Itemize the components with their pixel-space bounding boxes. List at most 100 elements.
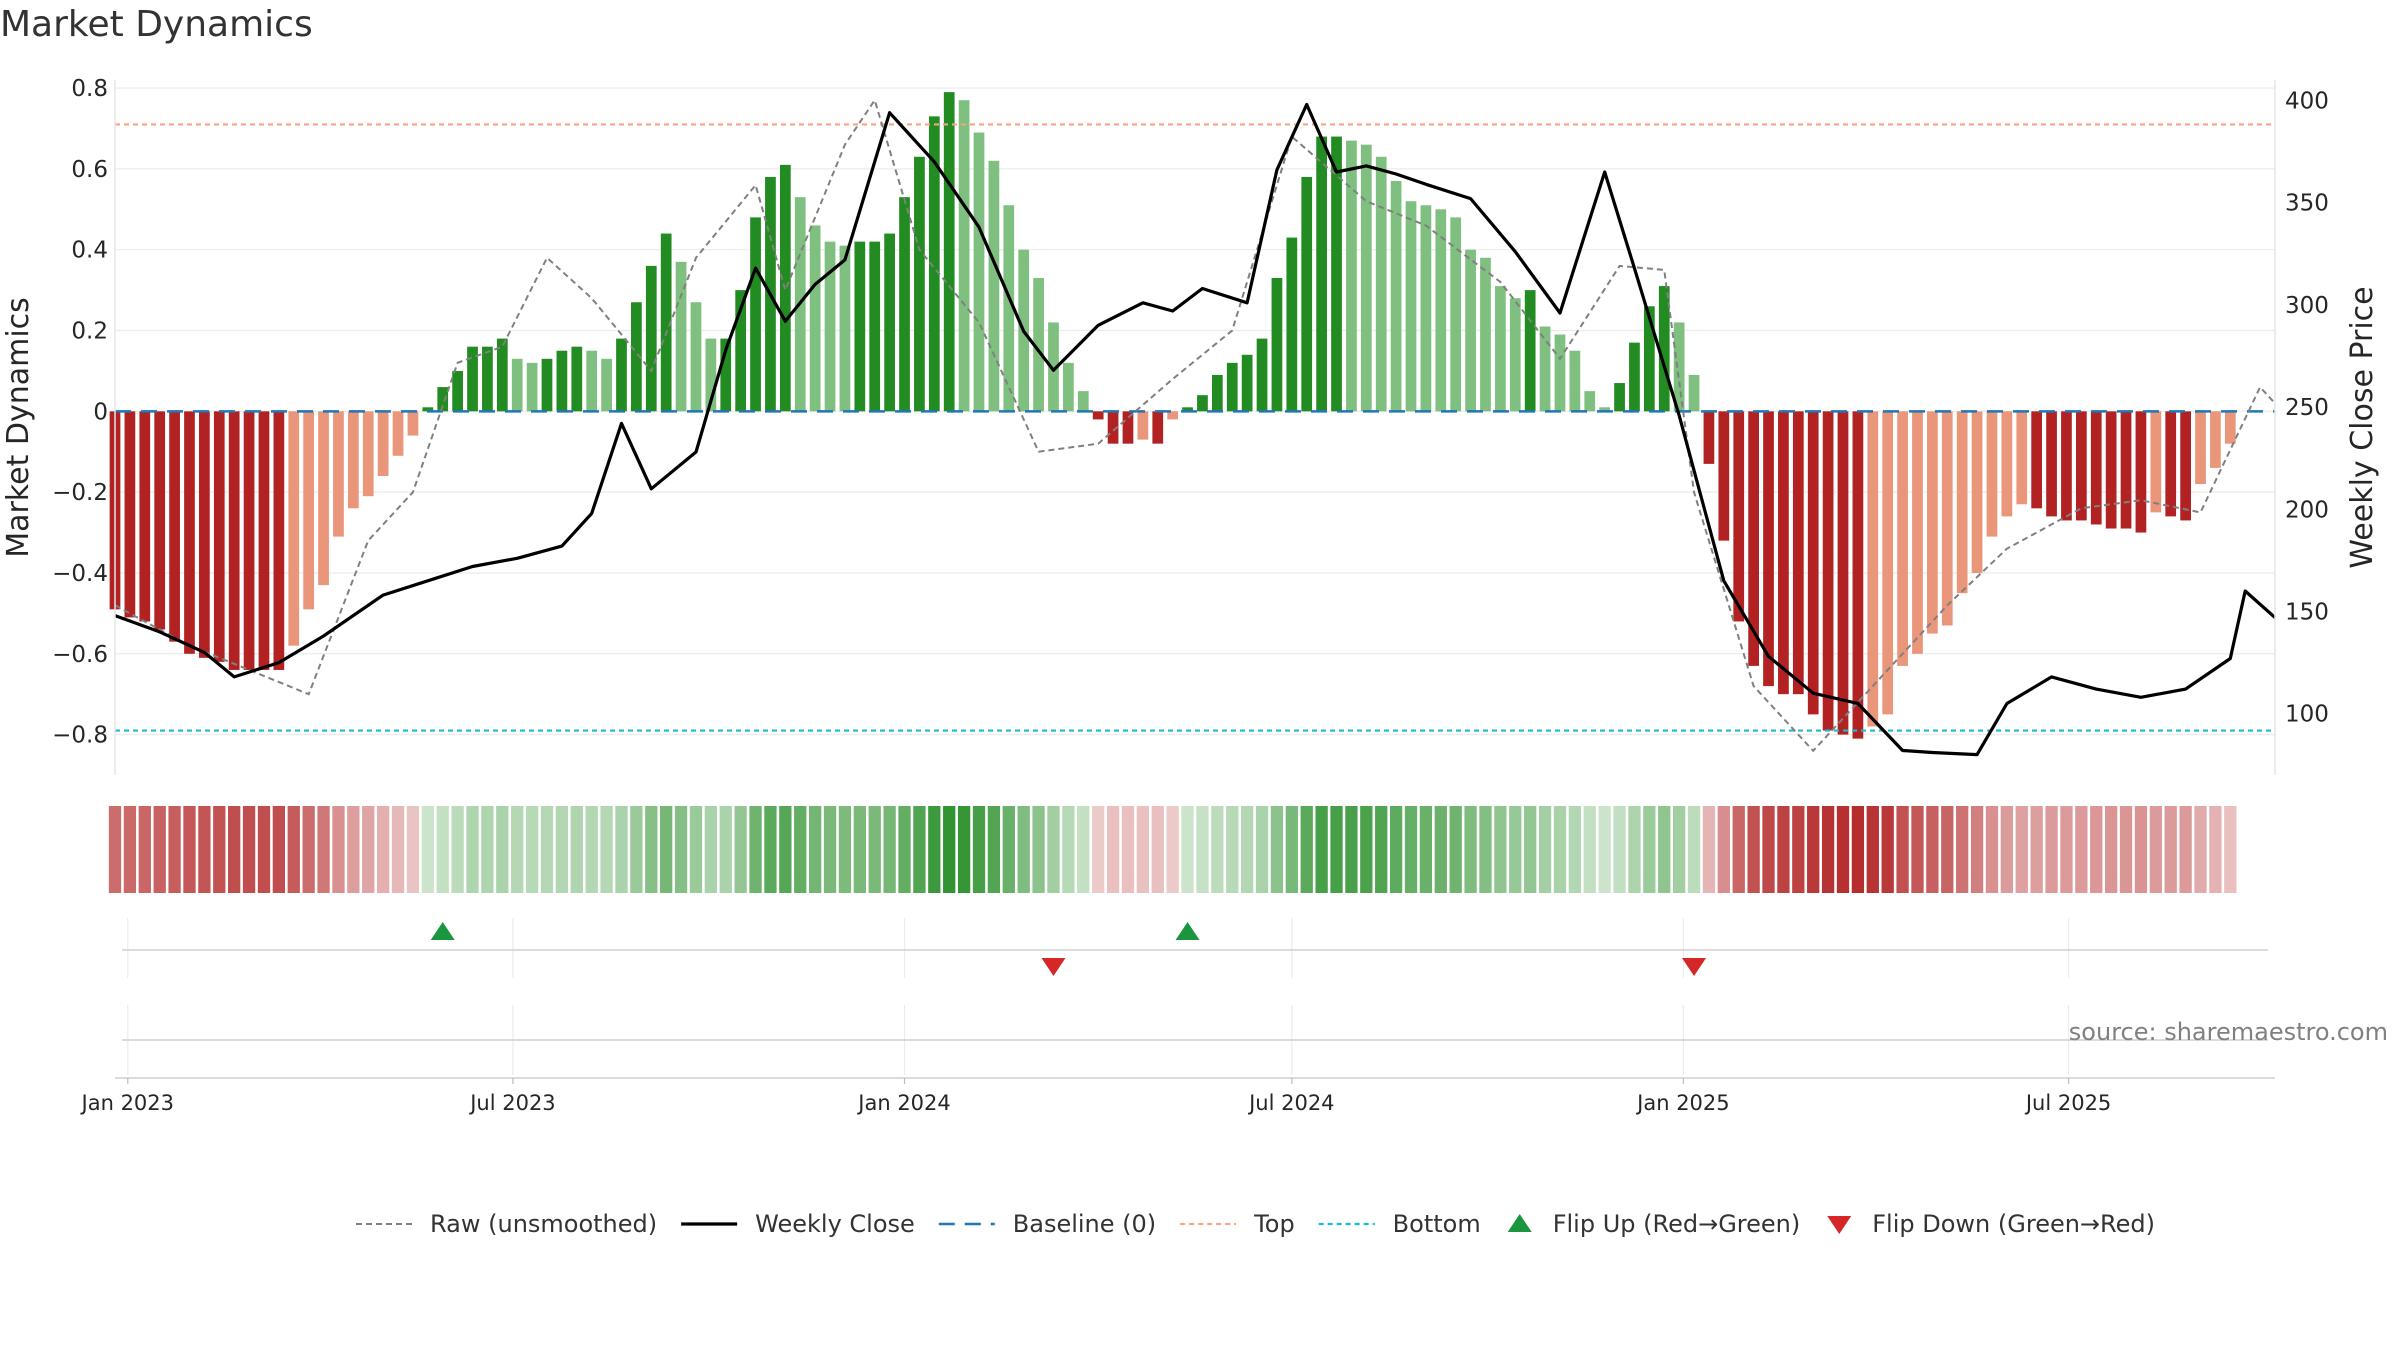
regime-strip-cell (272, 806, 286, 893)
dynamics-bar (958, 100, 970, 412)
dynamics-bar (1986, 411, 1998, 537)
dynamics-bar (377, 411, 389, 476)
dynamics-bar (199, 411, 210, 658)
regime-strip-cell (1181, 806, 1194, 893)
regime-strip-cell (794, 806, 807, 893)
dynamics-bar (482, 346, 493, 412)
regime-strip-cell (2015, 806, 2028, 893)
dynamics-bar (1003, 205, 1015, 412)
dynamics-bar (1182, 407, 1193, 412)
regime-strip-cell (1628, 806, 1641, 893)
dynamics-bar (1480, 257, 1491, 412)
regime-strip-cell (1032, 806, 1045, 893)
regime-strip-cell (1747, 806, 1760, 893)
dynamics-bar (1778, 411, 1789, 695)
dynamics-bar (1197, 395, 1208, 412)
regime-strip-cell (2149, 806, 2162, 893)
y2-tick-label: 350 (2285, 191, 2329, 217)
regime-strip-cell (928, 806, 941, 893)
regime-strip-cell (1509, 806, 1522, 893)
regime-strip-cell (1717, 806, 1730, 893)
dynamics-bar (139, 411, 151, 622)
regime-strip-cell (2134, 806, 2148, 893)
regime-strip-cell (2104, 806, 2118, 893)
regime-strip-cell (1211, 806, 1224, 893)
regime-strip-cell (555, 806, 569, 893)
raw-unsmoothed-line (114, 97, 2276, 753)
regime-strip-cell (1121, 806, 1135, 893)
regime-strip-cell (823, 806, 837, 893)
regime-strip-cell (913, 806, 926, 893)
dynamics-bar (1629, 342, 1640, 412)
legend-label: Bottom (1393, 1210, 1481, 1238)
y2-axis-title: Weekly Close Price (2345, 286, 2380, 568)
regime-strip-cell (451, 806, 464, 893)
regime-strip-cell (1375, 806, 1388, 893)
regime-strip-cell (883, 806, 896, 893)
legend-swatch (1827, 1216, 1852, 1234)
dynamics-bar (1495, 286, 1506, 412)
regime-strip-cell (1568, 806, 1582, 893)
dynamics-bar (511, 358, 523, 412)
axes-layer: 0.8 0.6 0.4 0.2 0 −0.2 −0.4 −0.6 −0.8 400 350 300 25… (1, 76, 2380, 775)
flip-up-marker (430, 922, 455, 940)
dynamics-bar (228, 411, 240, 670)
dynamics-bar (2150, 411, 2162, 513)
dynamics-bar (1226, 362, 1238, 412)
dynamics-bar (243, 411, 255, 670)
regime-strip-cell (1881, 806, 1894, 893)
dynamics-bar (1852, 411, 1864, 739)
dynamics-bar (2180, 411, 2191, 521)
dynamics-bar (1584, 391, 1596, 412)
dynamics-bar (2090, 411, 2102, 525)
regime-strip-cell (302, 806, 315, 893)
x-tick-label: Jan 2025 (1635, 1091, 1730, 1115)
dynamics-bar (213, 411, 225, 662)
legend-item: Raw (unsmoothed) (356, 1210, 657, 1238)
regime-strip-cell (570, 806, 583, 893)
dynamics-bar (422, 407, 434, 412)
regime-strip-cell (1687, 806, 1701, 893)
dynamics-bar (1599, 407, 1611, 412)
regime-strip-cell (1196, 806, 1209, 893)
dynamics-bar (571, 346, 583, 412)
dynamics-bar (1256, 338, 1268, 412)
dynamics-bar (1360, 144, 1372, 412)
dynamics-bar (1122, 411, 1134, 444)
weekly-close-line (114, 102, 2277, 757)
regime-strip-cell (228, 806, 241, 893)
bottom-panel: Jan 2023 Jul 2023 Jan 2024 Jul 2024 Jan 2025… (80, 1005, 2275, 1115)
regime-strip-cell (511, 806, 524, 893)
dynamics-bar (1241, 354, 1253, 412)
regime-strip-cell (2075, 806, 2088, 893)
regime-strip-cell (525, 806, 539, 893)
dynamics-bar (1688, 374, 1700, 412)
regime-strip-cell (1970, 806, 1984, 893)
dynamics-bar (1643, 306, 1655, 412)
dynamics-bar (1837, 411, 1849, 735)
regime-strip-cell (2194, 806, 2207, 893)
legend-item: Weekly Close (681, 1210, 915, 1238)
regime-strip-cell (2164, 806, 2177, 893)
regime-strip-cell (1941, 806, 1954, 893)
dynamics-bar (1420, 205, 1432, 412)
regime-strip-cell (1479, 806, 1492, 893)
dynamics-bar (407, 411, 419, 436)
regime-strip-cell (1807, 806, 1820, 893)
regime-strip-cell (868, 806, 881, 893)
regime-strip-cell (406, 806, 420, 893)
y-tick-label: −0.4 (52, 561, 108, 587)
dynamics-bar (854, 241, 866, 412)
regime-strip-cell (1598, 806, 1611, 893)
dynamics-bar (1941, 411, 1953, 626)
flip-markers-panel (122, 918, 2268, 978)
dynamics-bar (586, 350, 598, 412)
dynamics-bar (2031, 411, 2043, 509)
chart-title: Market Dynamics (0, 4, 313, 45)
dynamics-bar (884, 233, 895, 412)
dynamics-bar (1673, 322, 1685, 412)
y2-tick-label: 150 (2285, 599, 2329, 625)
y-tick-label: −0.8 (52, 723, 108, 749)
regime-strip-cell (1956, 806, 1969, 893)
lines-layer (114, 97, 2277, 757)
